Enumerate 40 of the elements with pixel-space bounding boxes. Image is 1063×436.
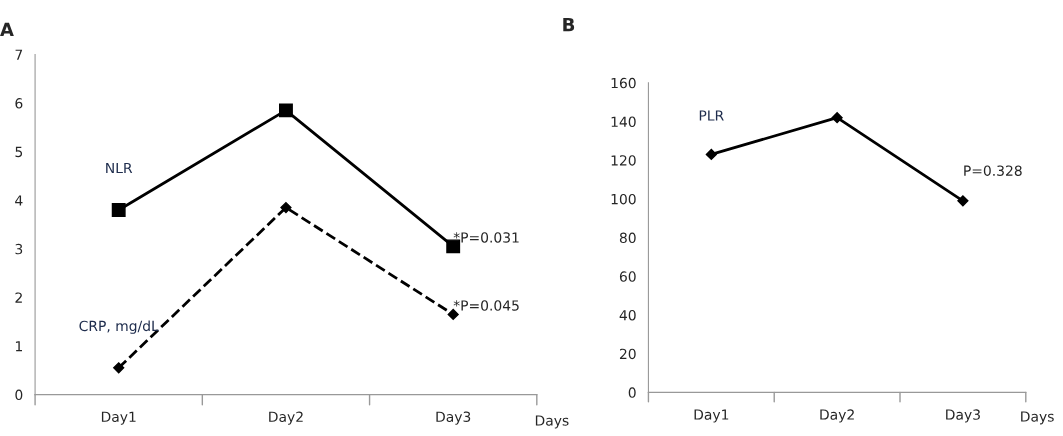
point xyxy=(111,203,126,217)
y-tick-label: 3 xyxy=(15,243,23,255)
y-tick-label: 4 xyxy=(15,195,23,206)
chart-title: A xyxy=(0,22,14,36)
point xyxy=(957,195,969,207)
x-axis-title: Days xyxy=(535,415,569,429)
point xyxy=(280,201,292,214)
y-tick-label: 1 xyxy=(15,341,22,352)
y-tick-label: 2 xyxy=(15,292,22,303)
y-tick-label: 20 xyxy=(619,348,636,360)
x-tick-label: Day3 xyxy=(946,409,980,423)
x-tick-label: Day2 xyxy=(269,411,303,425)
series-label: NLR xyxy=(106,162,133,174)
y-tick-label: 0 xyxy=(628,387,636,398)
y-tick-label: 120 xyxy=(611,155,636,166)
x-tick-label: Day1 xyxy=(694,409,729,423)
x-tick-label: Day3 xyxy=(436,411,471,425)
y-tick-label: 5 xyxy=(15,146,23,158)
y-tick-label: 80 xyxy=(619,232,636,244)
y-tick-label: 0 xyxy=(15,389,23,401)
y-tick-label: 7 xyxy=(15,49,23,60)
x-axis-title: Days xyxy=(1021,411,1054,425)
chart-title: B xyxy=(563,18,575,32)
y-tick-label: 160 xyxy=(611,77,636,89)
point xyxy=(113,362,125,374)
point xyxy=(831,112,843,124)
point xyxy=(705,148,717,161)
point xyxy=(279,103,293,118)
annotation: *P=0.031 xyxy=(453,232,519,243)
y-tick-label: 60 xyxy=(619,271,636,282)
y-tick-label: 40 xyxy=(619,309,636,321)
annotation: *P=0.045 xyxy=(453,300,519,311)
series-label: CRP, mg/dL xyxy=(79,320,159,334)
annotation: P=0.328 xyxy=(964,165,1022,176)
y-tick-label: 140 xyxy=(611,116,636,128)
text: PLR xyxy=(699,110,724,121)
x-tick-label: Day2 xyxy=(820,409,854,423)
y-tick-label: 6 xyxy=(15,98,23,109)
x-tick-label: Day1 xyxy=(101,411,136,425)
y-tick-label: 100 xyxy=(611,193,636,205)
